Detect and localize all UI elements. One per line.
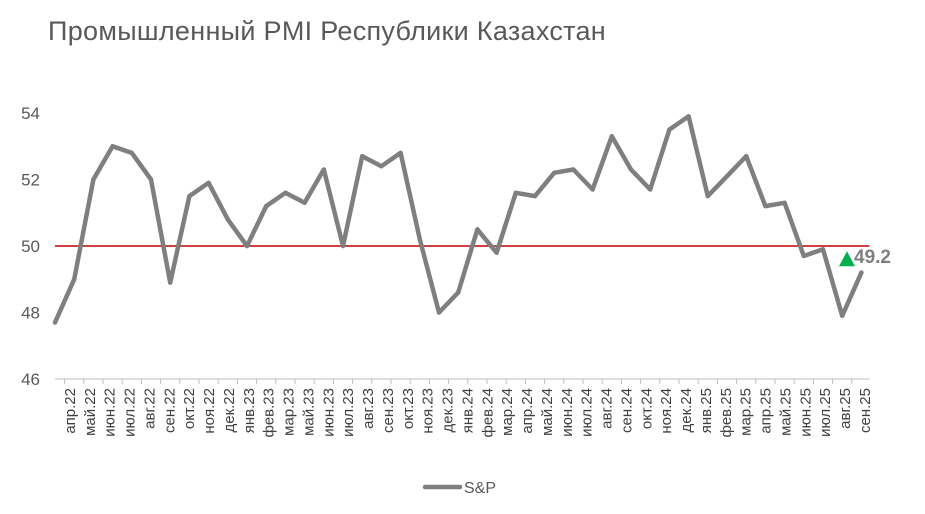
data-point [398, 150, 403, 156]
x-tick-label: июл.25 [817, 388, 834, 437]
x-tick-label: мар.24 [499, 388, 516, 436]
x-tick-label: фев.23 [261, 388, 278, 438]
data-point [628, 167, 634, 172]
x-tick-label: дек.24 [678, 388, 695, 433]
data-point [667, 127, 672, 132]
x-tick-label: авг.24 [599, 388, 616, 429]
up-triangle-icon [839, 251, 855, 267]
data-point [283, 190, 288, 195]
data-point [705, 193, 710, 199]
x-axis-ticks [64, 379, 853, 384]
x-tick-label: май.24 [539, 388, 556, 436]
y-tick-label: 50 [21, 237, 40, 256]
x-tick-label: окт.22 [181, 388, 198, 429]
x-tick-label: июн.25 [797, 388, 814, 437]
data-point [590, 187, 595, 192]
x-tick-label: янв.25 [698, 388, 715, 433]
x-tick-label: мар.25 [738, 388, 755, 436]
data-point [148, 177, 154, 182]
data-point [340, 243, 346, 249]
last-value-label: 49.2 [854, 247, 891, 268]
data-point [187, 193, 192, 199]
x-tick-label: июн.22 [102, 388, 119, 437]
x-tick-label: сен.22 [161, 388, 178, 433]
x-tick-label: авг.23 [360, 388, 377, 429]
data-point [264, 203, 269, 209]
x-tick-label: авг.22 [141, 388, 158, 429]
data-point [513, 190, 518, 195]
data-point [360, 154, 365, 159]
data-point [609, 134, 614, 139]
data-point [129, 150, 134, 156]
x-tick-label: фев.25 [718, 388, 735, 438]
x-tick-label: июл.22 [122, 388, 139, 437]
x-tick-label: июл.24 [579, 388, 596, 437]
x-tick-label: ноя.22 [201, 388, 218, 434]
data-point [475, 227, 480, 232]
data-point [532, 193, 538, 199]
x-tick-label: ноя.24 [658, 388, 675, 434]
data-point [494, 250, 499, 255]
data-point [744, 154, 749, 159]
data-point [782, 200, 787, 205]
data-point [763, 203, 768, 209]
y-tick-label: 48 [21, 304, 40, 323]
data-point [52, 320, 58, 325]
data-point [724, 173, 730, 179]
data-point [571, 167, 576, 172]
x-tick-label: окт.23 [400, 388, 417, 429]
x-tick-label: авг.25 [837, 388, 854, 429]
x-axis-labels: апр.22 май.22 июн.22 июл.22 авг.22 сен.22 окт.… [62, 388, 874, 438]
data-point [91, 177, 96, 182]
x-tick-label: май.23 [300, 388, 317, 436]
x-tick-label: мар.23 [281, 388, 298, 436]
x-tick-label: сен.25 [857, 388, 874, 433]
data-point [110, 144, 115, 149]
x-tick-label: янв.23 [241, 388, 258, 433]
x-tick-label: янв.24 [459, 388, 476, 433]
data-point [456, 290, 461, 295]
data-point [417, 237, 422, 242]
x-tick-label: май.22 [82, 388, 99, 436]
x-tick-label: июл.23 [340, 388, 357, 437]
x-tick-label: дек.22 [221, 388, 238, 433]
x-tick-label: май.25 [777, 388, 794, 436]
data-point [686, 114, 691, 119]
y-tick-label: 46 [21, 370, 40, 389]
x-tick-label: июн.23 [320, 388, 337, 437]
x-tick-label: фев.24 [479, 388, 496, 438]
data-point [244, 243, 250, 249]
data-point [436, 310, 442, 315]
data-point [820, 247, 826, 252]
legend: S&P [422, 480, 496, 497]
chart-title: Промышленный PMI Республики Казахстан [48, 16, 607, 46]
x-tick-label: апр.24 [519, 388, 536, 434]
legend-label: S&P [464, 480, 496, 497]
x-tick-label: окт.24 [638, 388, 655, 429]
data-point [206, 180, 211, 186]
x-tick-label: апр.25 [758, 388, 775, 434]
x-tick-label: ноя.23 [420, 388, 437, 434]
data-point [302, 200, 307, 205]
data-point [225, 217, 230, 222]
data-point [72, 277, 77, 282]
data-point [168, 280, 173, 285]
data-point [648, 187, 653, 192]
data-point [840, 313, 845, 319]
x-tick-label: июн.24 [559, 388, 576, 437]
data-point [321, 167, 326, 172]
x-tick-label: дек.23 [440, 388, 457, 433]
y-axis: 46 48 50 52 54 [21, 104, 40, 389]
data-point [552, 170, 557, 176]
y-tick-label: 54 [21, 104, 40, 123]
data-point [379, 164, 384, 169]
data-point [859, 270, 864, 275]
y-tick-label: 52 [21, 171, 40, 190]
series-points [52, 114, 864, 325]
x-tick-label: сен.23 [380, 388, 397, 433]
x-tick-label: апр.22 [62, 388, 79, 434]
data-point [801, 253, 806, 259]
x-tick-label: сен.24 [618, 388, 635, 433]
